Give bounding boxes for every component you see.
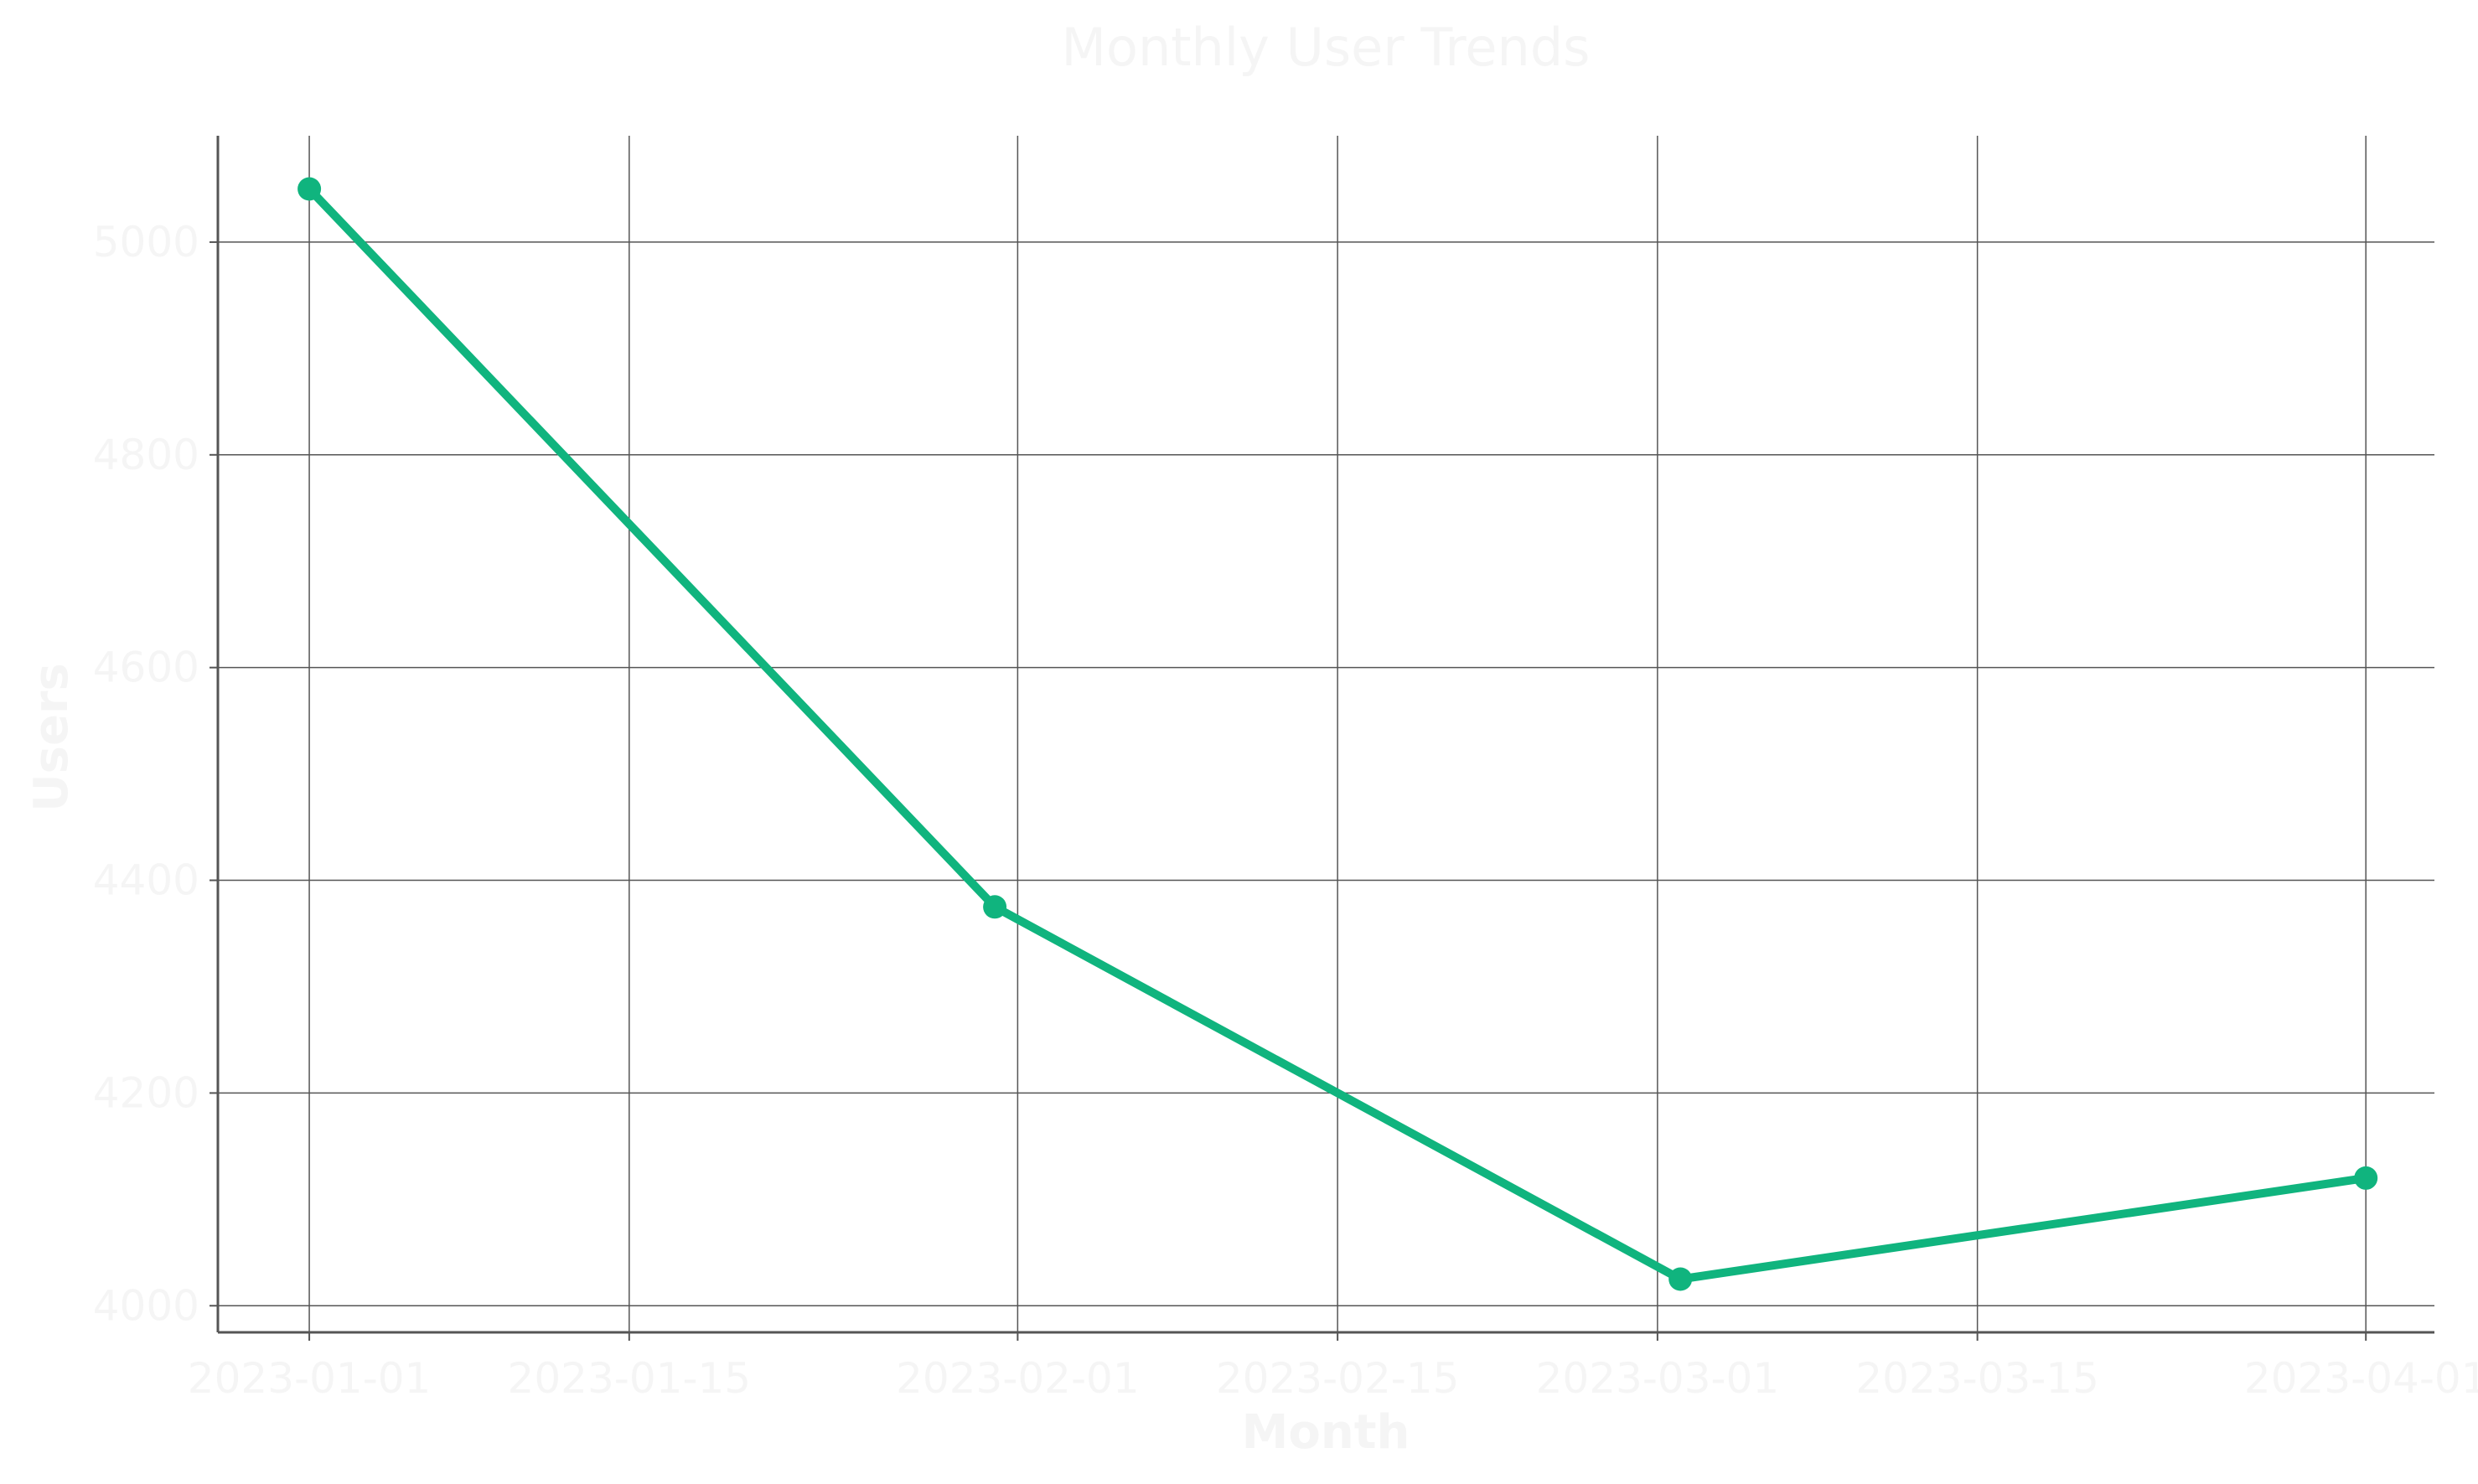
tick-labels: 2023-01-01 2023-01-15 2023-02-01 2023-02-15… <box>93 218 2478 1403</box>
y-tick-label: 4200 <box>93 1068 199 1117</box>
y-tick-label: 4800 <box>93 431 199 479</box>
x-tick-label: 2023-03-15 <box>1855 1354 2099 1403</box>
x-tick-label: 2023-01-15 <box>508 1354 752 1403</box>
x-tick-label: 2023-02-01 <box>896 1354 1140 1403</box>
data-point <box>1668 1267 1693 1291</box>
series-line <box>305 184 2371 1284</box>
axes <box>210 136 2434 1341</box>
x-tick-label: 2023-01-01 <box>188 1354 432 1403</box>
chart-title: Monthly User Trends <box>1062 17 1591 78</box>
data-point <box>297 177 322 201</box>
y-tick-label: 4600 <box>93 644 199 692</box>
y-tick-label: 4400 <box>93 856 199 905</box>
x-tick-label: 2023-03-01 <box>1536 1354 1780 1403</box>
x-tick-label: 2023-02-15 <box>1216 1354 1460 1403</box>
y-tick-label: 5000 <box>93 218 199 266</box>
x-axis-label: Month <box>1242 1405 1410 1460</box>
series-layer <box>297 177 2378 1291</box>
grid <box>218 136 2434 1332</box>
y-tick-label: 4000 <box>93 1281 199 1330</box>
data-point <box>983 895 1007 919</box>
data-point <box>2354 1166 2378 1190</box>
y-axis-label: Users <box>24 663 79 812</box>
x-tick-label: 2023-04-01 <box>2244 1354 2478 1403</box>
